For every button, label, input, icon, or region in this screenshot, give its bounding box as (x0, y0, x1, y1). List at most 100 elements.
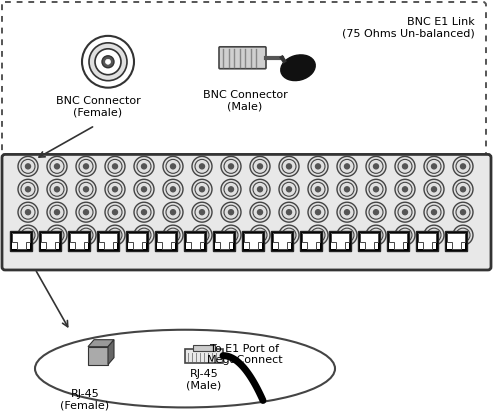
FancyBboxPatch shape (185, 349, 223, 363)
Bar (128, 233, 146, 249)
Circle shape (460, 233, 465, 238)
Circle shape (345, 210, 350, 215)
Circle shape (112, 210, 117, 215)
Polygon shape (244, 233, 262, 249)
Circle shape (105, 156, 125, 176)
Circle shape (308, 156, 328, 176)
Circle shape (366, 156, 386, 176)
Bar (99, 233, 117, 249)
Bar (387, 231, 409, 251)
Circle shape (106, 59, 110, 64)
Text: BNC Connector
(Male): BNC Connector (Male) (203, 90, 287, 111)
Circle shape (141, 233, 146, 238)
Circle shape (55, 233, 60, 238)
Circle shape (366, 179, 386, 199)
Polygon shape (447, 233, 465, 249)
Circle shape (26, 164, 31, 169)
Circle shape (228, 233, 234, 238)
Bar (329, 231, 351, 251)
Text: BNC Connector
(Female): BNC Connector (Female) (56, 96, 141, 117)
Circle shape (366, 202, 386, 222)
Circle shape (316, 187, 320, 192)
Circle shape (460, 164, 465, 169)
Circle shape (424, 225, 444, 245)
Bar (70, 233, 88, 249)
Bar (88, 347, 108, 364)
Bar (68, 231, 90, 251)
Circle shape (18, 179, 38, 199)
Circle shape (200, 187, 205, 192)
Circle shape (221, 156, 241, 176)
Polygon shape (70, 233, 88, 249)
Circle shape (200, 210, 205, 215)
Text: BNC E1 Link
(75 Ohms Un-balanced): BNC E1 Link (75 Ohms Un-balanced) (342, 17, 475, 39)
Circle shape (95, 49, 121, 75)
Circle shape (257, 164, 262, 169)
Circle shape (286, 164, 291, 169)
Circle shape (221, 202, 241, 222)
Circle shape (453, 179, 473, 199)
Bar (184, 231, 206, 251)
Bar (418, 233, 436, 249)
Circle shape (279, 179, 299, 199)
Circle shape (83, 164, 89, 169)
Circle shape (308, 225, 328, 245)
Circle shape (171, 210, 176, 215)
Circle shape (83, 233, 89, 238)
Polygon shape (99, 233, 117, 249)
Bar (273, 233, 291, 249)
Ellipse shape (281, 55, 315, 81)
Circle shape (47, 156, 67, 176)
Circle shape (431, 233, 436, 238)
Polygon shape (389, 233, 407, 249)
Circle shape (200, 233, 205, 238)
Circle shape (26, 233, 31, 238)
Circle shape (55, 187, 60, 192)
Text: To E1 Port of
MegaConnect: To E1 Port of MegaConnect (207, 344, 283, 365)
Bar (186, 233, 204, 249)
Circle shape (134, 156, 154, 176)
Bar (360, 233, 378, 249)
Circle shape (402, 210, 408, 215)
Polygon shape (331, 233, 349, 249)
Circle shape (55, 164, 60, 169)
Circle shape (105, 225, 125, 245)
Circle shape (374, 233, 379, 238)
Circle shape (286, 233, 291, 238)
Circle shape (47, 225, 67, 245)
Bar (416, 231, 438, 251)
Bar (157, 233, 175, 249)
Circle shape (395, 202, 415, 222)
Text: RJ-45
(Male): RJ-45 (Male) (186, 369, 222, 390)
Polygon shape (302, 233, 320, 249)
Circle shape (102, 56, 114, 68)
Circle shape (337, 202, 357, 222)
Circle shape (192, 225, 212, 245)
FancyBboxPatch shape (2, 2, 486, 156)
Circle shape (257, 233, 262, 238)
Circle shape (431, 187, 436, 192)
Bar (300, 231, 322, 251)
FancyBboxPatch shape (219, 47, 266, 69)
Circle shape (134, 179, 154, 199)
Circle shape (76, 225, 96, 245)
Circle shape (163, 202, 183, 222)
Polygon shape (418, 233, 436, 249)
Circle shape (89, 43, 127, 81)
Circle shape (424, 179, 444, 199)
Circle shape (453, 202, 473, 222)
Circle shape (82, 36, 134, 88)
Bar (302, 233, 320, 249)
Polygon shape (157, 233, 175, 249)
FancyBboxPatch shape (2, 154, 491, 270)
Polygon shape (215, 233, 233, 249)
Circle shape (316, 233, 320, 238)
Bar (10, 231, 32, 251)
Circle shape (337, 156, 357, 176)
Polygon shape (186, 233, 204, 249)
Circle shape (250, 156, 270, 176)
Text: RJ-45
(Female): RJ-45 (Female) (61, 389, 109, 410)
Circle shape (366, 225, 386, 245)
Circle shape (55, 210, 60, 215)
Circle shape (76, 179, 96, 199)
